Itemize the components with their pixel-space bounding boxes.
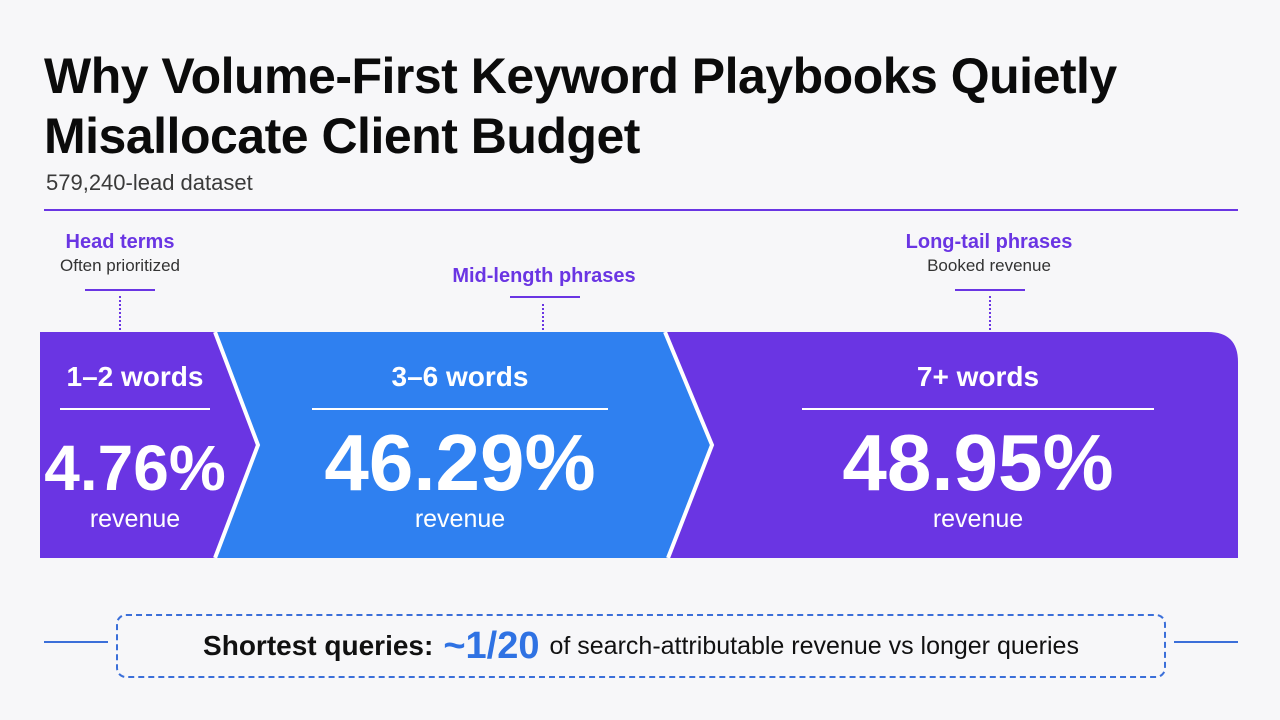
segment-label-name: Head terms [65,231,175,253]
callout-value: ~1/20 [443,624,540,667]
value-label: 48.95% [842,418,1113,507]
unit-label: revenue [90,505,180,533]
dataset-subtitle: 579,240-lead dataset [46,170,253,195]
segment-tick-mid [510,296,580,298]
category-label: 7+ words [917,361,1039,392]
segment-label-name: Long-tail phrases [905,231,1073,253]
segment-label-head: Head terms Often prioritized [0,230,240,278]
segment-divider [802,408,1154,410]
summary-callout: Shortest queries: ~1/20 of search-attrib… [116,614,1166,678]
segment-bar-2 [215,332,712,558]
segment-label-note: Often prioritized [60,256,180,275]
segment-label-name: Mid-length phrases [452,265,636,287]
category-label: 3–6 words [392,361,529,392]
segment-bar-1 [40,332,258,558]
callout-line-left [44,641,108,643]
callout-lead: Shortest queries: [203,630,434,661]
segment-connector-mid [542,304,544,330]
segment-separator [213,331,261,559]
header-divider [44,209,1238,211]
segment-label-note: Booked revenue [927,256,1051,275]
unit-label: revenue [933,505,1023,533]
segment-tick-long [955,289,1025,291]
segment-divider [60,408,210,410]
segment-divider [312,408,608,410]
callout-line-right [1174,641,1238,643]
category-label: 1–2 words [67,361,204,392]
segment-separator [663,331,715,559]
segment-label-long: Long-tail phrases Booked revenue [869,230,1109,278]
segment-bar-3 [665,332,1238,558]
value-label: 46.29% [324,418,595,507]
unit-label: revenue [415,505,505,533]
segment-connector-long [989,296,991,330]
value-label: 4.76% [44,432,225,504]
segment-connector-head [119,296,121,330]
segment-tick-head [85,289,155,291]
segment-label-mid: Mid-length phrases [424,264,664,288]
page-title: Why Volume-First Keyword Playbooks Quiet… [44,48,1117,164]
callout-rest: of search-attributable revenue vs longer… [549,631,1079,660]
